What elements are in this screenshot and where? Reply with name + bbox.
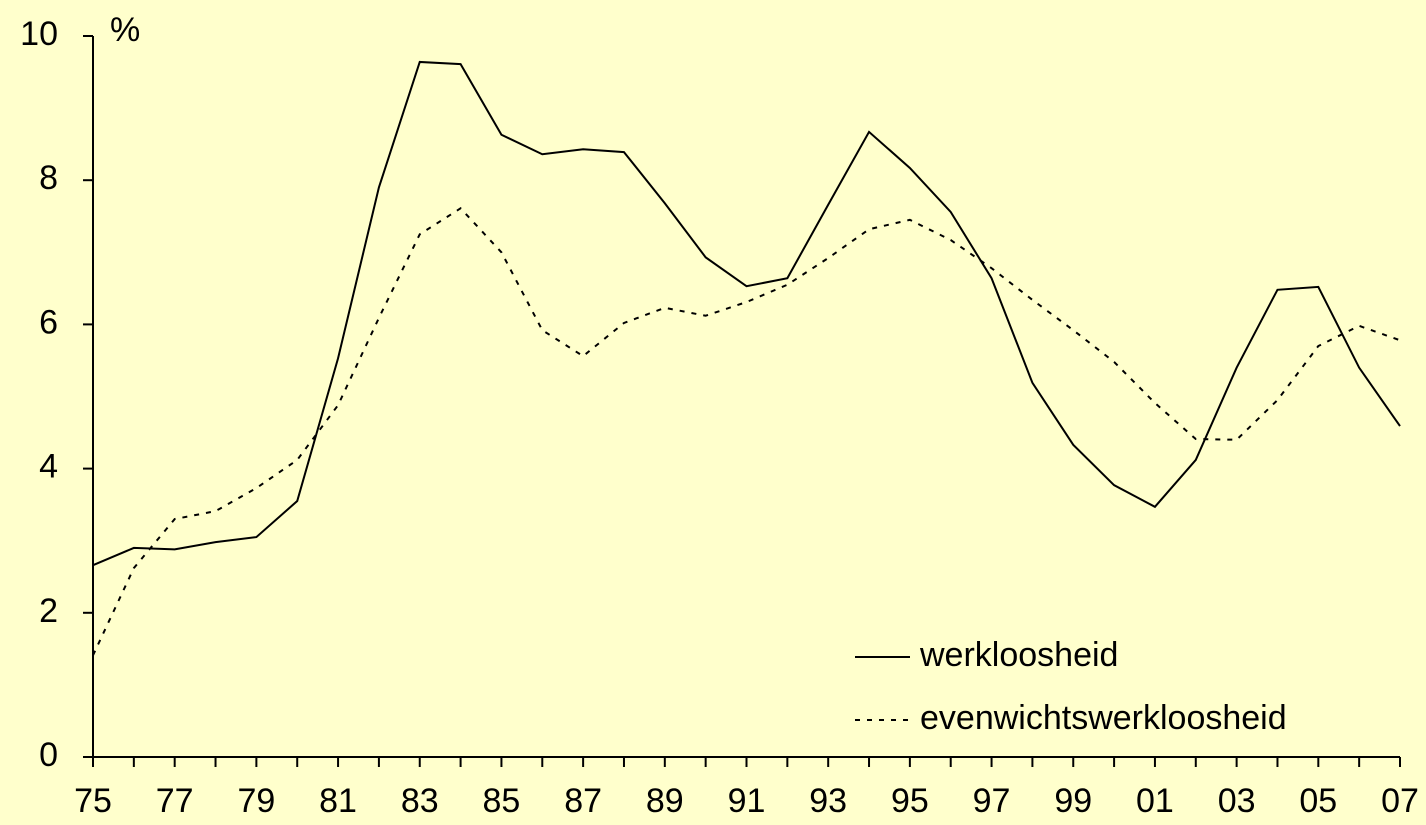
x-tick-label: 05 — [1299, 782, 1337, 820]
y-tick-label: 6 — [39, 303, 58, 341]
legend-label: evenwichtswerkloosheid — [920, 699, 1287, 737]
series-line — [92, 207, 1401, 656]
y-tick-label: 2 — [39, 592, 58, 630]
x-tick-label: 89 — [646, 782, 684, 820]
x-tick-label: 87 — [564, 782, 602, 820]
y-tick-label: 0 — [39, 736, 58, 774]
y-axis-label: % — [110, 11, 140, 49]
legend-label: werkloosheid — [919, 636, 1118, 674]
y-tick-label: 4 — [39, 448, 58, 486]
x-tick-label: 97 — [973, 782, 1011, 820]
series-line — [92, 60, 1401, 567]
x-tick-label: 01 — [1136, 782, 1174, 820]
x-tick-label: 81 — [319, 782, 357, 820]
x-tick-label: 79 — [237, 782, 275, 820]
x-tick-label: 99 — [1054, 782, 1092, 820]
x-tick-label: 77 — [156, 782, 194, 820]
x-tick-label: 03 — [1218, 782, 1256, 820]
x-tick-label: 93 — [809, 782, 847, 820]
y-tick-label: 10 — [20, 15, 58, 53]
x-tick-label: 85 — [483, 782, 521, 820]
y-tick-label: 8 — [39, 159, 58, 197]
x-tick-label: 07 — [1381, 782, 1419, 820]
x-tick-label: 91 — [728, 782, 766, 820]
x-tick-label: 83 — [401, 782, 439, 820]
x-tick-label: 95 — [891, 782, 929, 820]
x-tick-label: 75 — [74, 782, 112, 820]
